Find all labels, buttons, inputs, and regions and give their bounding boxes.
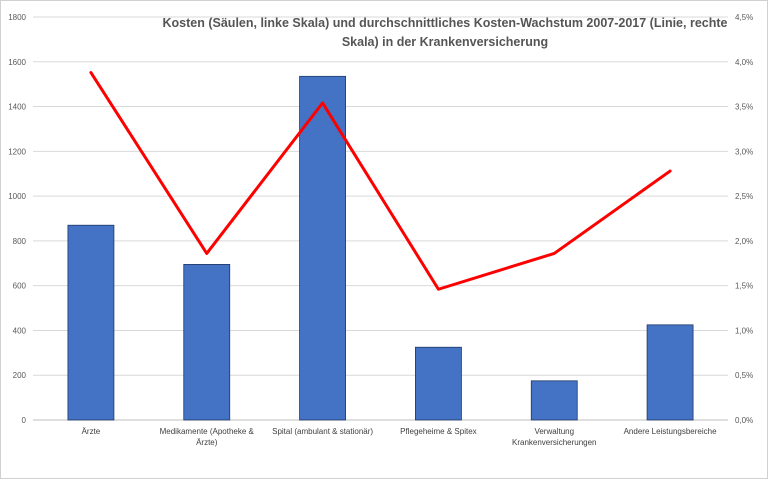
right-axis-tick-label: 4,0%	[735, 58, 753, 67]
left-axis-tick-label: 200	[13, 371, 27, 380]
bar	[646, 324, 694, 421]
category-label-line: Ärzte)	[196, 438, 218, 447]
left-axis-tick-label: 800	[13, 237, 27, 246]
category-label-line: Krankenversicherungen	[512, 438, 597, 447]
category-label: Pflegeheime & Spitex	[400, 427, 477, 436]
left-axis-tick-label: 0	[22, 416, 27, 425]
category-label: Ärzte	[82, 427, 101, 436]
category-label-line: Pflegeheime & Spitex	[400, 427, 477, 436]
category-label: Medikamente (Apotheke & Ärzte)	[160, 427, 255, 447]
right-axis-tick-label: 3,5%	[735, 103, 753, 112]
bar	[530, 380, 578, 421]
right-axis-tick-label: 1,5%	[735, 282, 753, 291]
left-axis-tick-label: 1600	[8, 58, 26, 67]
category-label-line: Medikamente (Apotheke &	[160, 427, 255, 436]
left-axis-tick-label: 600	[13, 282, 27, 291]
left-axis-tick-label: 1000	[8, 192, 26, 201]
left-axis-tick-label: 400	[13, 326, 27, 335]
right-axis-tick-label: 0,0%	[735, 416, 753, 425]
right-axis-tick-label: 1,0%	[735, 326, 753, 335]
right-axis-tick-label: 0,5%	[735, 371, 753, 380]
bar	[183, 263, 231, 421]
category-label-line: Spital (ambulant & stationär)	[272, 427, 373, 436]
category-label: Andere Leistungsbereiche	[624, 427, 718, 436]
bar	[415, 346, 462, 421]
right-axis-tick-label: 2,5%	[735, 192, 753, 201]
category-label: Spital (ambulant & stationär)	[272, 427, 373, 436]
right-axis-tick-label: 3,0%	[735, 147, 753, 156]
left-axis-tick-label: 1400	[8, 103, 26, 112]
right-axis-tick-label: 2,0%	[735, 237, 753, 246]
category-label-line: Ärzte	[82, 427, 101, 436]
category-label-line: Andere Leistungsbereiche	[624, 427, 718, 436]
category-label-line: Verwaltung	[534, 427, 574, 436]
growth-line	[89, 71, 672, 291]
left-axis-tick-label: 1200	[8, 147, 26, 156]
bar	[299, 75, 346, 421]
category-label: Verwaltung Krankenversicherungen	[512, 427, 597, 447]
right-axis-tick-label: 4,5%	[735, 13, 753, 22]
chart-title: Kosten (Säulen, linke Skala) und durchsc…	[162, 16, 728, 49]
left-axis-tick-label: 1800	[8, 13, 26, 22]
bar	[67, 224, 115, 421]
